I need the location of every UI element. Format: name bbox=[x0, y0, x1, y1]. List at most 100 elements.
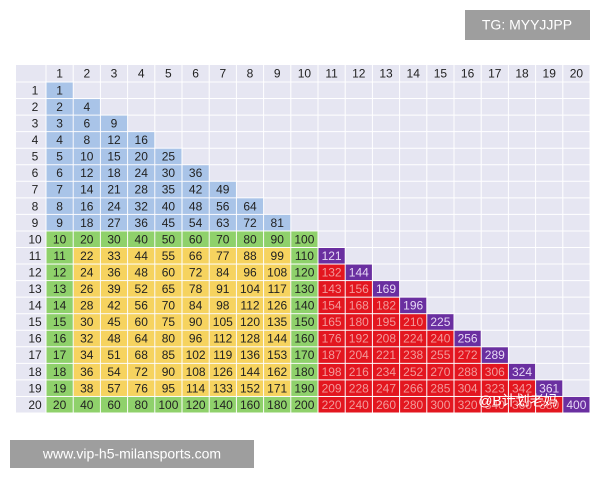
cell-value: 144 bbox=[267, 332, 287, 346]
cell-value: 26 bbox=[80, 282, 94, 296]
cell bbox=[236, 214, 264, 231]
cell bbox=[155, 281, 182, 297]
cell bbox=[481, 363, 508, 380]
cell bbox=[372, 347, 400, 363]
cell bbox=[73, 231, 100, 247]
cell-value: 280 bbox=[403, 398, 423, 412]
cell bbox=[155, 347, 182, 363]
cell bbox=[454, 380, 481, 396]
cell bbox=[481, 347, 508, 363]
cell bbox=[100, 132, 128, 148]
cell-value: 78 bbox=[189, 282, 203, 296]
cell bbox=[182, 198, 209, 214]
watermark: @B计划老妈 bbox=[478, 393, 558, 409]
cell-value: 168 bbox=[349, 299, 369, 313]
cell bbox=[209, 181, 236, 198]
cell-value: 162 bbox=[267, 365, 287, 379]
cell-value: 76 bbox=[135, 381, 149, 395]
cell bbox=[46, 314, 73, 330]
cell-value: 20 bbox=[80, 232, 94, 246]
cell-value: 68 bbox=[135, 348, 149, 362]
row-header: 13 bbox=[28, 282, 42, 296]
cell-value: 209 bbox=[322, 381, 342, 395]
cell-value: 48 bbox=[189, 199, 203, 213]
cell-value: 108 bbox=[186, 365, 206, 379]
row-header: 10 bbox=[28, 232, 42, 246]
cell bbox=[73, 297, 100, 314]
cell bbox=[155, 165, 182, 181]
cell bbox=[46, 132, 73, 148]
cell-value: 65 bbox=[162, 282, 176, 296]
cell-value: 187 bbox=[322, 348, 342, 362]
cell bbox=[100, 248, 128, 264]
cell-value: 380 bbox=[539, 398, 559, 412]
cell-value: 12 bbox=[80, 166, 94, 180]
cell-value: 54 bbox=[107, 365, 121, 379]
cell-value: 20 bbox=[135, 150, 149, 164]
cell bbox=[128, 330, 155, 347]
cell bbox=[372, 314, 400, 330]
cell-value: 44 bbox=[135, 249, 149, 263]
cell bbox=[182, 281, 209, 297]
cell bbox=[100, 115, 128, 132]
cell-value: 90 bbox=[162, 365, 176, 379]
cell-value: 105 bbox=[213, 315, 233, 329]
cell bbox=[155, 330, 182, 347]
column-header: 9 bbox=[274, 67, 281, 81]
cell-value: 80 bbox=[243, 232, 257, 246]
cell bbox=[46, 347, 73, 363]
cell-value: 13 bbox=[53, 282, 67, 296]
cell bbox=[182, 297, 209, 314]
cell-value: 102 bbox=[186, 348, 206, 362]
row-header: 20 bbox=[28, 398, 42, 412]
cell-value: 247 bbox=[376, 381, 396, 395]
column-header: 3 bbox=[111, 67, 118, 81]
cell bbox=[264, 363, 291, 380]
cell-value: 160 bbox=[294, 332, 314, 346]
cell-value: 72 bbox=[135, 365, 149, 379]
cell-value: 54 bbox=[189, 216, 203, 230]
cell bbox=[264, 314, 291, 330]
column-header: 1 bbox=[56, 67, 63, 81]
row-header: 7 bbox=[32, 183, 39, 197]
cell bbox=[209, 330, 236, 347]
cell-value: 112 bbox=[240, 299, 259, 313]
cell bbox=[128, 347, 155, 363]
cell-value: 12 bbox=[53, 265, 67, 279]
cell-value: 64 bbox=[135, 332, 149, 346]
cell bbox=[46, 231, 73, 247]
cell bbox=[73, 396, 100, 413]
cell bbox=[236, 396, 264, 413]
column-header: 14 bbox=[407, 67, 421, 81]
row-header: 19 bbox=[28, 381, 42, 395]
cell-value: 90 bbox=[189, 315, 203, 329]
cell bbox=[46, 380, 73, 396]
cell-value: 121 bbox=[322, 249, 342, 263]
cell-value: 195 bbox=[376, 315, 396, 329]
banner-box bbox=[465, 10, 590, 40]
footer-box bbox=[10, 440, 254, 468]
row-header: 17 bbox=[28, 348, 42, 362]
cell bbox=[46, 165, 73, 181]
cell-value: 10 bbox=[53, 232, 67, 246]
cell bbox=[128, 363, 155, 380]
cell-value: 72 bbox=[189, 265, 203, 279]
cell-value: 15 bbox=[53, 315, 67, 329]
cell-value: 128 bbox=[240, 332, 260, 346]
cell bbox=[100, 330, 128, 347]
cell bbox=[291, 248, 318, 264]
cell-value: 28 bbox=[135, 183, 149, 197]
cell bbox=[46, 330, 73, 347]
cell bbox=[73, 115, 100, 132]
cell-value: 18 bbox=[107, 166, 121, 180]
cell bbox=[400, 363, 427, 380]
cell bbox=[345, 314, 372, 330]
cell-value: 192 bbox=[349, 332, 369, 346]
cell bbox=[372, 281, 400, 297]
cell bbox=[155, 297, 182, 314]
column-header: 18 bbox=[515, 67, 529, 81]
column-header: 5 bbox=[165, 67, 172, 81]
cell-value: 48 bbox=[135, 265, 149, 279]
cell bbox=[236, 264, 264, 281]
